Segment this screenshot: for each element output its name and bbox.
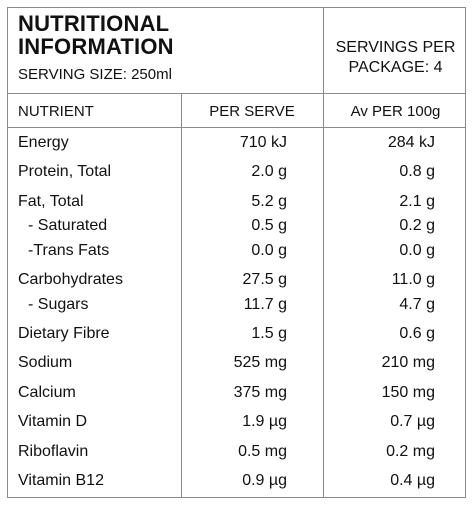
table-row: -Trans Fats 0.0 g 0.0 g	[8, 241, 465, 261]
title-line-1: NUTRITIONAL	[18, 11, 170, 36]
nutrient-name: Protein, Total	[18, 163, 112, 180]
nutrient-name: Riboflavin	[18, 443, 89, 460]
header-nutrient: NUTRIENT	[18, 103, 94, 120]
per-serve-value: 0.5 g	[251, 217, 287, 234]
per-100g-value: 284 kJ	[387, 134, 435, 151]
per-100g-value: 150 mg	[381, 384, 435, 401]
per-serve-value: 27.5 g	[242, 271, 287, 288]
nutrient-name: Fat, Total	[18, 193, 84, 210]
per-100g-value: 0.2 g	[399, 217, 435, 234]
per-100g-value: 0.2 mg	[386, 443, 435, 460]
servings-per-package: SERVINGS PER PACKAGE: 4	[324, 38, 467, 78]
per-serve-value: 2.0 g	[251, 163, 287, 180]
per-serve-value: 375 mg	[233, 384, 287, 401]
per-100g-value: 210 mg	[381, 354, 435, 371]
nutrient-name: Energy	[18, 134, 69, 151]
table-row: Protein, Total 2.0 g 0.8 g	[8, 162, 465, 182]
nutrient-name: Carbohydrates	[18, 271, 123, 288]
per-100g-value: 11.0 g	[391, 271, 435, 288]
title-line-2: INFORMATION	[18, 34, 174, 59]
panel-title: NUTRITIONAL INFORMATION	[18, 12, 174, 58]
table-row: Vitamin B12 0.9 µg 0.4 µg	[8, 471, 465, 491]
per-100g-value: 0.0 g	[399, 242, 435, 259]
per-serve-value: 0.0 g	[251, 242, 287, 259]
column-divider-right	[323, 8, 324, 498]
nutrient-name: Dietary Fibre	[18, 325, 110, 342]
nutrition-panel: NUTRITIONAL INFORMATION SERVING SIZE: 25…	[7, 7, 466, 498]
nutrient-name: - Sugars	[28, 296, 89, 313]
servings-per-package-line-1: SERVINGS PER	[335, 39, 456, 56]
per-serve-value: 1.5 g	[251, 325, 287, 342]
table-row: Dietary Fibre 1.5 g 0.6 g	[8, 324, 465, 344]
table-row: - Sugars 11.7 g 4.7 g	[8, 295, 465, 315]
nutrient-name: Vitamin B12	[18, 472, 104, 489]
servings-per-package-line-2: PACKAGE: 4	[348, 59, 443, 76]
per-serve-value: 11.7 g	[243, 296, 287, 313]
header-per-serve: PER SERVE	[209, 103, 295, 120]
per-serve-value: 1.9 µg	[242, 413, 287, 430]
per-100g-value: 4.7 g	[399, 296, 435, 313]
per-serve-value: 0.5 mg	[238, 443, 287, 460]
table-row: Carbohydrates 27.5 g 11.0 g	[8, 270, 465, 290]
per-serve-value: 710 kJ	[239, 134, 287, 151]
header-per-100g: Av PER 100g	[350, 103, 441, 120]
header-top-divider	[8, 93, 465, 94]
per-100g-value: 0.8 g	[399, 163, 435, 180]
nutrient-name: Calcium	[18, 384, 76, 401]
per-serve-value: 0.9 µg	[242, 472, 287, 489]
table-row: Calcium 375 mg 150 mg	[8, 383, 465, 403]
per-100g-value: 0.6 g	[399, 325, 435, 342]
table-row: Fat, Total 5.2 g 2.1 g	[8, 192, 465, 212]
nutrient-name: Vitamin D	[18, 413, 88, 430]
per-serve-value: 525 mg	[233, 354, 287, 371]
per-serve-value: 5.2 g	[251, 193, 287, 210]
per-100g-value: 0.7 µg	[390, 413, 435, 430]
table-row: Sodium 525 mg 210 mg	[8, 353, 465, 373]
table-row: - Saturated 0.5 g 0.2 g	[8, 216, 465, 236]
per-100g-value: 0.4 µg	[390, 472, 435, 489]
table-row: Vitamin D 1.9 µg 0.7 µg	[8, 412, 465, 432]
nutrient-name: Sodium	[18, 354, 73, 371]
serving-size: SERVING SIZE: 250ml	[18, 66, 172, 83]
header-bottom-divider	[8, 127, 465, 128]
nutrient-name: - Saturated	[28, 217, 108, 234]
column-divider-left	[181, 93, 182, 498]
table-row: Energy 710 kJ 284 kJ	[8, 133, 465, 153]
per-100g-value: 2.1 g	[399, 193, 435, 210]
table-row: Riboflavin 0.5 mg 0.2 mg	[8, 442, 465, 462]
nutrient-name: -Trans Fats	[28, 242, 110, 259]
